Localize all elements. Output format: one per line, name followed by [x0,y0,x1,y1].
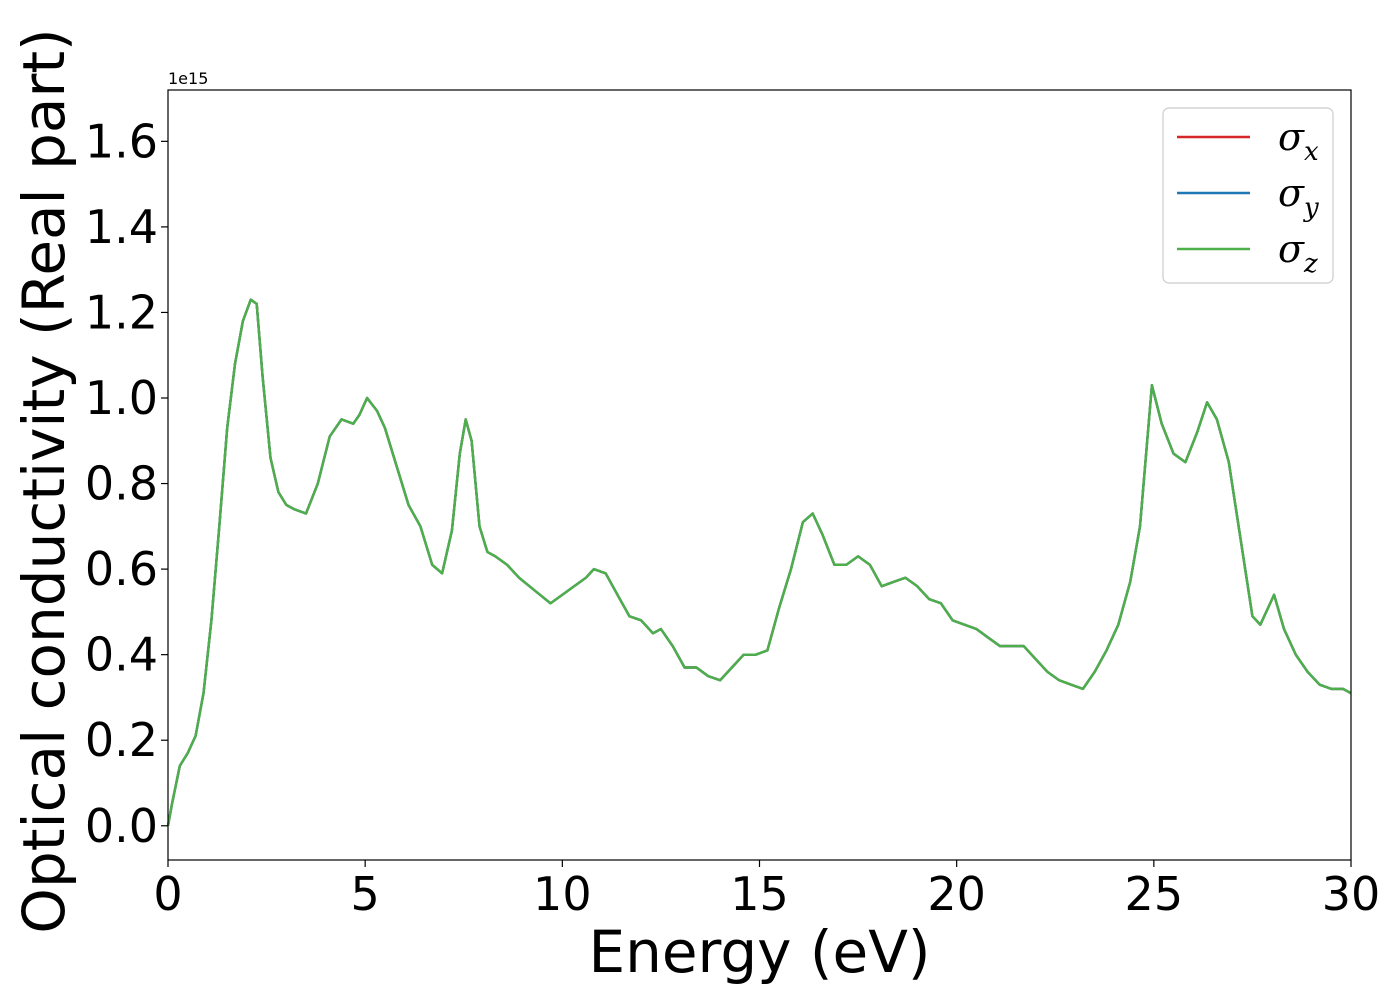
x-tick-label: 15 [730,867,789,921]
x-tick-label: 0 [153,867,182,921]
legend-box [1162,107,1334,284]
legend-entry-2: σz [1278,227,1318,279]
x-tick-label: 25 [1125,867,1184,921]
y-tick-label: 0.0 [85,799,158,853]
y-tick-label: 0.2 [85,713,158,767]
x-tick-label: 30 [1322,867,1381,921]
y-tick-label: 1.0 [85,371,158,425]
legend-entry-1: σy [1278,171,1319,223]
y-tick-label: 1.4 [85,200,158,254]
series-line-2 [166,298,1352,827]
y-tick-label: 1.6 [85,114,158,168]
y-tick-label: 0.4 [85,628,158,682]
x-axis-label: Energy (eV) [588,918,930,986]
y-tick-label: 0.8 [85,457,158,511]
x-tick-label: 20 [927,867,986,921]
x-axis: 0 5 10 15 20 25 30 [153,860,1380,921]
x-tick-label: 10 [533,867,592,921]
series-line-1 [166,298,1352,827]
series-line-0 [166,298,1352,827]
x-tick-label: 5 [351,867,380,921]
y-offset-label: 1e15 [168,69,208,88]
y-tick-label: 1.2 [85,285,158,339]
y-axis-label: Optical conductivity (Real part) [10,28,78,933]
legend-entry-0: σx [1278,115,1319,167]
series-layer [166,298,1352,827]
y-axis: 0.0 0.2 0.4 0.6 0.8 1.0 1.2 1.4 1.6 [85,114,168,853]
y-tick-label: 0.6 [85,542,158,596]
